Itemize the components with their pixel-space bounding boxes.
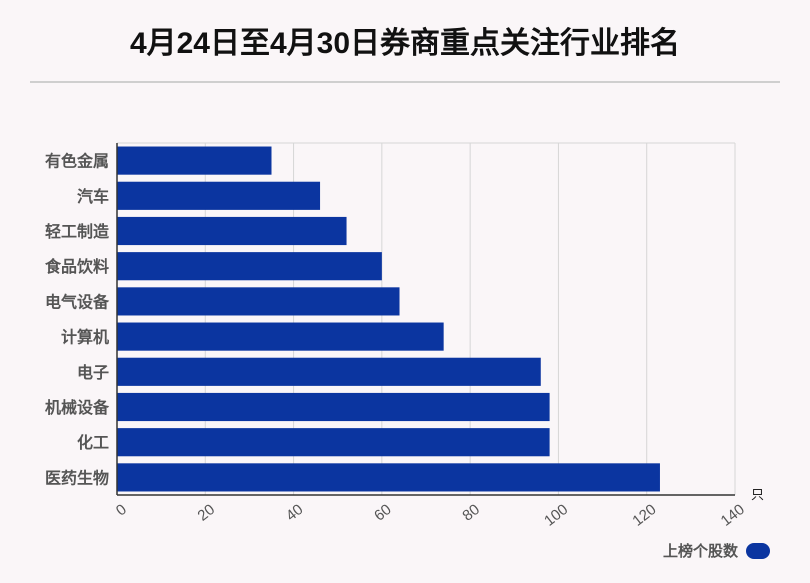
- legend-label: 上榜个股数: [662, 543, 738, 560]
- category-label: 化工: [77, 433, 109, 452]
- bar: [117, 287, 400, 316]
- bar: [117, 463, 660, 492]
- category-label: 计算机: [61, 328, 109, 347]
- category-label: 电气设备: [45, 292, 110, 311]
- legend: 上榜个股数: [663, 540, 770, 561]
- x-tick-label: 60: [371, 501, 395, 525]
- bar: [117, 146, 272, 175]
- axes: [116, 143, 735, 496]
- bar: [117, 252, 382, 281]
- bars: [117, 146, 660, 492]
- title-divider: [30, 81, 780, 83]
- bar: [117, 392, 550, 422]
- x-tick-label: 40: [283, 501, 307, 525]
- bar: [117, 357, 541, 386]
- x-unit-label: 只: [751, 487, 764, 502]
- category-label: 轻工制造: [45, 222, 110, 241]
- bar: [117, 181, 321, 210]
- x-tick-label: 20: [195, 501, 219, 525]
- legend-swatch: [746, 542, 770, 559]
- x-tick-label: 80: [459, 501, 483, 525]
- chart-title: 4月24日至4月30日券商重点关注行业排名: [129, 27, 681, 60]
- category-label: 有色金属: [45, 152, 109, 171]
- x-tick-label: 0: [113, 501, 130, 520]
- category-label: 汽车: [77, 187, 109, 206]
- bar: [117, 428, 550, 457]
- category-label: 医药生物: [45, 468, 109, 487]
- category-label: 食品饮料: [44, 257, 109, 276]
- x-tick-labels: 0 20 40 60 80 100 120 140: [113, 501, 748, 530]
- category-label: 机械设备: [45, 398, 110, 417]
- bar: [117, 322, 444, 351]
- x-tick-label: 120: [629, 501, 659, 530]
- x-tick-label: 140: [718, 501, 748, 530]
- x-tick-label: 100: [541, 501, 571, 530]
- bar: [117, 216, 347, 246]
- category-label: 电子: [77, 363, 109, 382]
